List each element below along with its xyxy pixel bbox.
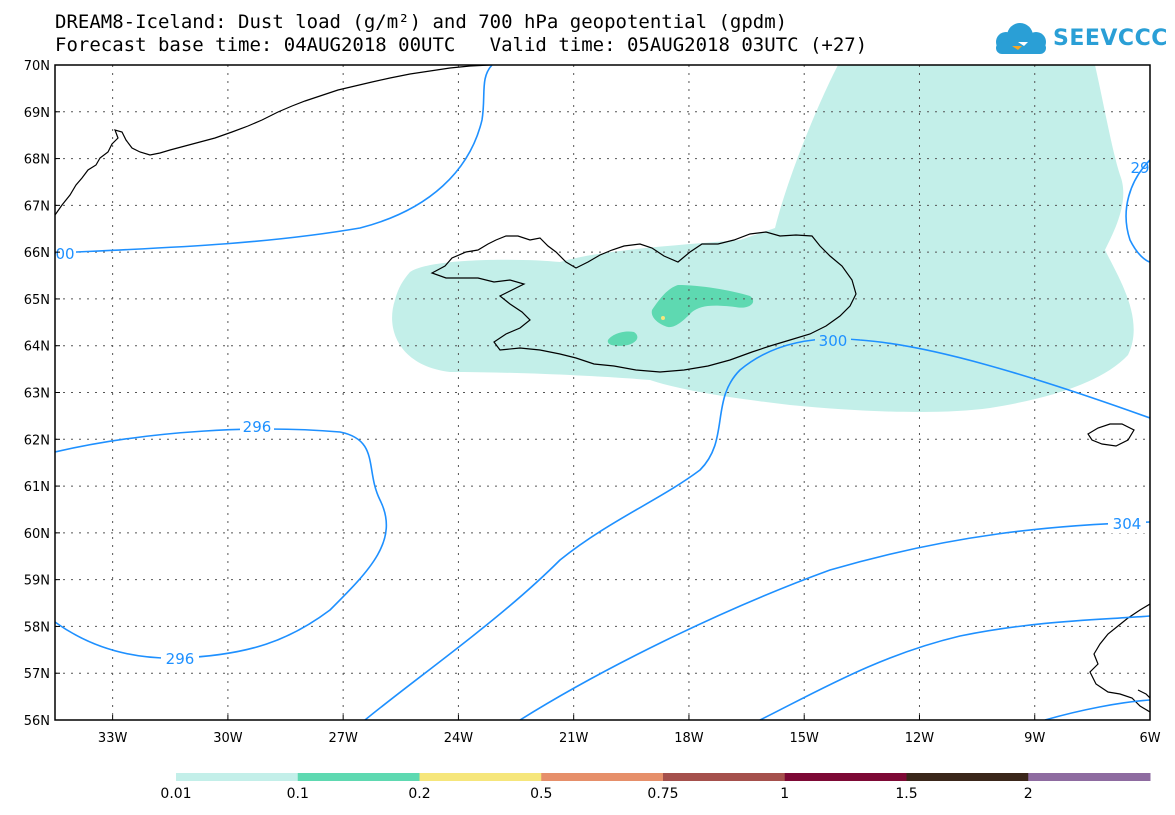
lat-label: 66N (24, 246, 50, 261)
lon-label: 33W (98, 731, 128, 746)
lat-label: 57N (24, 667, 50, 682)
contour-labels: 296 296 300 304 00 29 (55, 159, 1150, 668)
dust-area-medium-2 (607, 331, 638, 346)
colorbar-label: 0.01 (160, 786, 192, 802)
lon-label: 24W (444, 731, 474, 746)
lon-label: 12W (905, 731, 935, 746)
lat-label: 63N (24, 387, 50, 402)
coastlines (55, 65, 1150, 713)
colorbar-swatch (784, 773, 907, 781)
lat-label: 69N (24, 106, 50, 121)
latitude-labels: 70N 69N 68N 67N 66N 65N 64N 63N 62N 61N 60N 59N 58N 5… (24, 59, 50, 729)
colorbar-swatch (663, 773, 786, 781)
lat-label: 65N (24, 293, 50, 308)
dust-spot (661, 316, 665, 320)
lat-label: 58N (24, 620, 50, 635)
lat-label: 64N (24, 340, 50, 355)
lon-label: 9W (1024, 731, 1045, 746)
colorbar-swatch (176, 773, 299, 781)
lat-label: 60N (24, 527, 50, 542)
colorbar-swatch (297, 773, 420, 781)
map-title-line2: Forecast base time: 04AUG2018 00UTC Vali… (55, 34, 868, 56)
longitude-labels: 33W 30W 27W 24W 21W 18W 15W 12W 9W 6W (98, 731, 1161, 746)
colorbar-label: 0.2 (408, 786, 431, 802)
colorbar-label: 1.5 (895, 786, 918, 802)
lat-label: 70N (24, 59, 50, 74)
axis-ticks (55, 64, 1151, 721)
colorbar-swatch (541, 773, 664, 781)
contour-label: 296 (243, 418, 272, 436)
dust-area-medium (651, 285, 754, 328)
lat-label: 62N (24, 433, 50, 448)
colorbar-label: 1 (780, 786, 790, 802)
contour-label: 304 (1113, 515, 1142, 533)
lon-label: 18W (674, 731, 704, 746)
lat-label: 68N (24, 153, 50, 168)
lat-label: 56N (24, 714, 50, 729)
colorbar-label: 0.5 (530, 786, 553, 802)
contour-label: 300 (819, 332, 848, 350)
graticule (55, 65, 1150, 720)
lon-label: 6W (1139, 731, 1160, 746)
lat-label: 59N (24, 574, 50, 589)
logo-text: SEEVCCC (1053, 26, 1168, 51)
lon-label: 30W (213, 731, 243, 746)
contour-label: 296 (166, 650, 195, 668)
lat-label: 61N (24, 480, 50, 495)
colorbar-swatch (1028, 773, 1151, 781)
contour-label: 29 (1130, 159, 1149, 177)
contour-label: 00 (55, 245, 74, 263)
colorbar-label: 0.75 (647, 786, 679, 802)
dust-area-light (392, 65, 1134, 412)
colorbar (176, 773, 1151, 781)
lat-label: 67N (24, 199, 50, 214)
map-title-line1: DREAM8-Iceland: Dust load (g/m²) and 700… (55, 11, 788, 33)
lon-label: 27W (328, 731, 358, 746)
colorbar-swatch (906, 773, 1029, 781)
colorbar-label: 0.1 (286, 786, 309, 802)
colorbar-swatch (419, 773, 542, 781)
lon-label: 15W (790, 731, 820, 746)
lon-label: 21W (559, 731, 589, 746)
colorbar-label: 2 (1023, 786, 1033, 802)
cloud-icon (996, 23, 1046, 54)
